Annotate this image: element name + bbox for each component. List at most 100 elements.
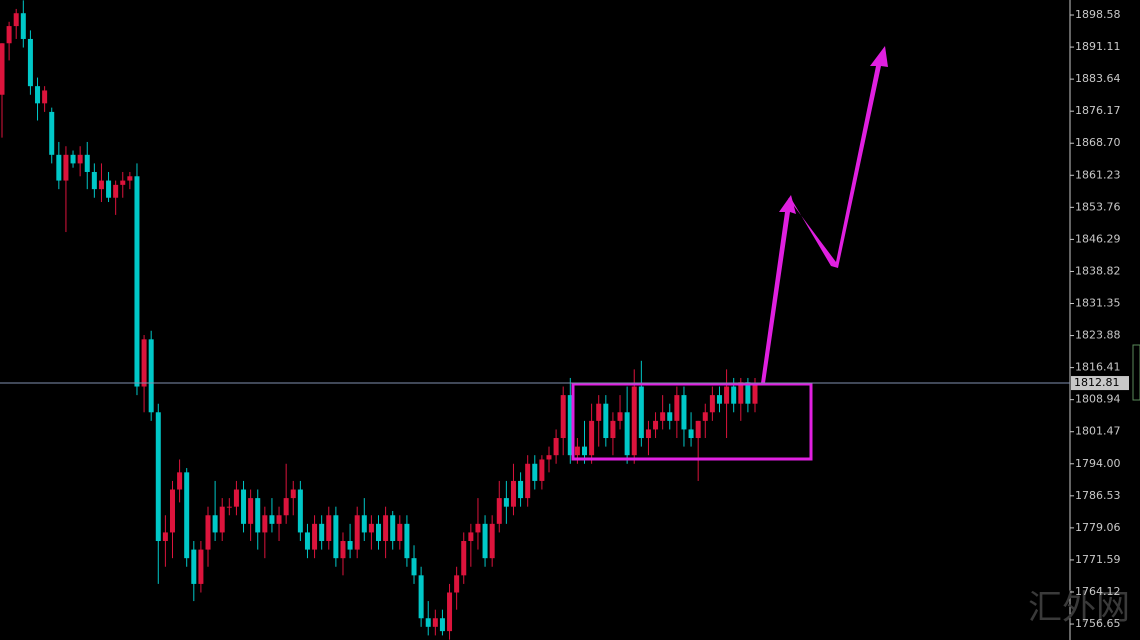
y-tick-label: 1883.64 <box>1075 72 1121 85</box>
candle-body <box>610 420 616 439</box>
candle-body <box>681 395 687 430</box>
plot-area <box>0 0 758 640</box>
candle-body <box>205 515 211 550</box>
candle-body <box>461 541 467 576</box>
candle-body <box>525 463 531 499</box>
candle-body <box>290 489 296 499</box>
current-price-label: 1812.81 <box>1074 376 1120 389</box>
forecast-arrow <box>761 195 796 383</box>
candle-body <box>411 558 417 576</box>
candle-body <box>482 523 488 559</box>
candle-body <box>297 489 303 533</box>
candle-body <box>518 480 524 499</box>
candle-body <box>162 532 168 542</box>
candle-body <box>539 459 545 481</box>
candle-body <box>567 395 573 456</box>
candle-body <box>169 489 175 533</box>
candle-body <box>340 541 346 559</box>
candle-body <box>645 429 651 439</box>
candle-body <box>475 523 481 533</box>
y-tick-label: 1779.06 <box>1075 521 1121 534</box>
candle-body <box>113 184 119 198</box>
candle-body <box>312 523 318 550</box>
y-tick-label: 1764.12 <box>1075 585 1121 598</box>
candle-body <box>347 541 353 550</box>
candle-body <box>191 549 197 584</box>
candle-body <box>397 523 403 542</box>
candle-body <box>383 515 389 542</box>
candle-body <box>333 515 339 559</box>
candle-body <box>77 154 83 164</box>
candle-body <box>106 180 112 198</box>
candle-body <box>468 532 474 542</box>
candle-body <box>177 472 183 490</box>
candle-body <box>674 395 680 421</box>
candle-body <box>638 386 644 439</box>
candle-body <box>510 480 516 507</box>
y-tick-label: 1808.94 <box>1075 393 1121 406</box>
candle-body <box>631 386 637 456</box>
candle-body <box>582 446 588 456</box>
y-tick-label: 1898.58 <box>1075 8 1121 21</box>
candle-body <box>425 618 431 627</box>
candle-body <box>574 446 580 456</box>
candle-body <box>738 382 744 404</box>
candle-body <box>503 498 509 507</box>
candle-body <box>709 395 715 413</box>
candle-body <box>702 412 708 421</box>
candle-body <box>731 386 737 404</box>
y-tick-label: 1816.41 <box>1075 361 1121 374</box>
candle-body <box>49 111 55 155</box>
candle-body <box>255 498 261 533</box>
candle-body <box>184 472 190 559</box>
y-tick-label: 1771.59 <box>1075 553 1121 566</box>
candle-body <box>688 429 694 439</box>
candle-body <box>27 38 33 87</box>
candle-body <box>546 455 552 460</box>
candle-body <box>276 515 282 524</box>
candle-body <box>376 523 381 542</box>
y-tick-label: 1861.23 <box>1075 168 1121 181</box>
candle-body <box>0 43 5 95</box>
candle-body <box>553 438 559 456</box>
candle-body <box>418 575 424 619</box>
candle-body <box>653 420 659 430</box>
y-tick-label: 1786.53 <box>1075 489 1121 502</box>
candle-body <box>589 420 595 456</box>
y-tick-label: 1801.47 <box>1075 425 1121 438</box>
candle-body <box>262 515 268 533</box>
candle-body <box>212 515 218 533</box>
candle-body <box>120 180 126 185</box>
candle-body <box>91 171 97 190</box>
y-tick-label: 1823.88 <box>1075 329 1121 342</box>
candle-body <box>432 618 438 627</box>
y-tick-label: 1838.82 <box>1075 264 1121 277</box>
candle-body <box>42 90 48 104</box>
candle-body <box>695 420 701 439</box>
candle-body <box>617 412 623 421</box>
scroll-handle <box>1132 344 1140 401</box>
candle-body <box>439 618 445 632</box>
candle-body <box>560 395 566 439</box>
current-price-tag <box>1071 376 1129 391</box>
candle-body <box>233 489 239 507</box>
candle-body <box>35 86 41 104</box>
candle-body <box>148 339 154 413</box>
forecast-arrow <box>788 46 888 268</box>
candle-body <box>248 498 254 524</box>
candle-body <box>269 515 275 524</box>
candle-body <box>304 532 310 550</box>
candle-body <box>745 382 751 404</box>
candle-body <box>56 154 62 181</box>
candle-body <box>354 515 360 550</box>
candle-body <box>141 339 147 387</box>
consolidation-box <box>571 382 813 461</box>
candle-body <box>98 180 104 190</box>
y-tick-label: 1891.11 <box>1075 40 1121 53</box>
candle-body <box>13 13 19 27</box>
candle-body <box>319 523 325 542</box>
candle-body <box>624 412 630 456</box>
